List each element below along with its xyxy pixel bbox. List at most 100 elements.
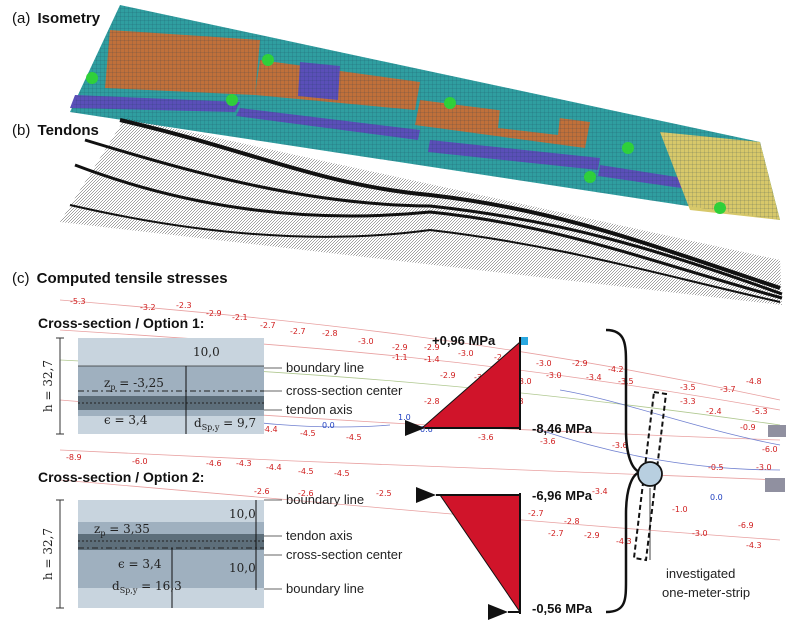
strip-label-line1: investigated [666,566,735,581]
option2-tendon-label: tendon axis [286,528,353,543]
option1-dim-top: 10,0 [193,345,220,359]
contour-value-label-blue: 0.0 [322,421,335,430]
contour-value-label: -4.5 [300,429,316,438]
isometry-mesh [70,5,780,220]
contour-value-label: -2.5 [376,489,392,498]
option2-dim-top: 10,0 [229,507,256,521]
contour-value-label: -3.7 [720,385,736,394]
contour-value-label: -4.5 [334,469,350,478]
contour-value-label-blue: 1.0 [398,413,411,422]
stress-diagram-option1 [405,337,528,436]
contour-value-label: -3.2 [140,303,156,312]
contour-value-label: -2.8 [424,397,440,406]
support-markers [86,54,726,214]
contour-value-label: -4.8 [746,377,762,386]
contour-value-label: -2.9 [584,531,600,540]
stress-option1-bottom: -8,46 MPa [532,421,593,436]
panel-c-label: (c) Computed tensile stresses [12,270,228,287]
cross-section-option1 [78,338,264,434]
contour-value-label: -2.3 [176,301,192,310]
contour-value-label: -3.6 [540,437,556,446]
contour-value-label: -0.9 [740,423,756,432]
option1-boundary-label: boundary line [286,360,364,375]
contour-value-label: -2.1 [232,313,248,322]
tendon-layout [60,118,783,305]
cross-section-option2 [78,500,264,608]
contour-value-label: -4.2 [608,365,624,374]
contour-value-label: -4.5 [298,467,314,476]
option2-title: Cross-section / Option 2: [38,469,204,485]
contour-value-label: -2.7 [290,327,306,336]
contour-value-label: -8.9 [66,453,82,462]
contour-value-label: -6.9 [738,521,754,530]
investigated-strip [632,390,668,562]
contour-value-label: -3.0 [358,337,374,346]
stress-diagram-option2 [416,487,521,620]
contour-value-label: -4.3 [236,459,252,468]
option2-center-label: cross-section center [286,547,403,562]
contour-value-label: -5.3 [70,297,86,306]
contour-value-label: -4.4 [266,463,282,472]
contour-value-label: -4.5 [346,433,362,442]
gray-block-1 [768,425,786,437]
contour-value-label: -4.3 [746,541,762,550]
contour-value-label: -3.0 [516,377,532,386]
contour-value-label-blue: 0.6 [420,425,433,434]
tensile-tip-marker [520,337,528,345]
contour-value-label: -0.5 [708,463,724,472]
stress-option1-top: +0,96 MPa [432,333,496,348]
contour-value-label: -6.0 [132,457,148,466]
contour-value-label: -2.9 [440,371,456,380]
strip-label-line2: one-meter-strip [662,585,750,600]
gray-block-2 [765,478,785,492]
option1-tendon-label: tendon axis [286,402,353,417]
contour-value-label: -2.9 [206,309,222,318]
option2-boundary-top-label: boundary line [286,492,364,507]
contour-value-label: -3.0 [692,529,708,538]
stress-option2-bottom: -0,56 MPa [532,601,593,616]
panel-b-label: (b) Tendons [12,122,99,139]
contour-value-label: -2.6 [254,487,270,496]
contour-value-label: -2.7 [528,509,544,518]
contour-value-label: -3.6 [612,441,628,450]
contour-value-label: -5.3 [752,407,768,416]
contour-value-label: -2.9 [572,359,588,368]
contour-value-label: -3.0 [458,349,474,358]
contour-value-label: -2.7 [548,529,564,538]
contour-value-label: -3.6 [478,433,494,442]
panel-a-label: (a) Isometry [12,10,101,27]
option1-zp: zp = -3,25 [104,376,164,392]
option1-height: h = 32,7 [41,360,55,412]
contour-value-label: -2.8 [322,329,338,338]
contour-value-label: -3.0 [546,371,562,380]
contour-value-label: -2.6 [298,489,314,498]
contour-value-label: -1.4 [424,355,440,364]
contour-value-label: -1.1 [392,353,408,362]
contour-value-label: -3.0 [756,463,772,472]
option2-eps: ϵ = 3,4 [118,557,162,571]
option1-eps: ϵ = 3,4 [104,413,148,427]
option2-boundary-bottom-label: boundary line [286,581,364,596]
contour-value-label: -3.0 [536,359,552,368]
option2-height: h = 32,7 [41,528,55,580]
contour-value-label: -4.6 [206,459,222,468]
stress-option2-top: -6,96 MPa [532,488,593,503]
contour-value-label: -2.8 [564,517,580,526]
contour-value-label: -2.4 [706,407,722,416]
option1-title: Cross-section / Option 1: [38,315,204,331]
contour-value-label: -6.0 [762,445,778,454]
contour-value-label: -2.9 [392,343,408,352]
contour-value-label: -3.5 [680,383,696,392]
contour-value-label: -1.0 [672,505,688,514]
option2-dim-mid: 10,0 [229,561,256,575]
option2-dsp: dSp,y = 16,3 [112,579,182,595]
contour-value-label: -4.3 [616,537,632,546]
contour-value-label: -3.3 [680,397,696,406]
option1-center-label: cross-section center [286,383,403,398]
contour-value-label: -4.4 [262,425,278,434]
contour-value-label: -2.9 [424,343,440,352]
contour-value-label-blue: 0.0 [710,493,723,502]
contour-value-label: -3.4 [586,373,602,382]
contour-value-label: -3.4 [592,487,608,496]
contour-value-label: -2.7 [260,321,276,330]
